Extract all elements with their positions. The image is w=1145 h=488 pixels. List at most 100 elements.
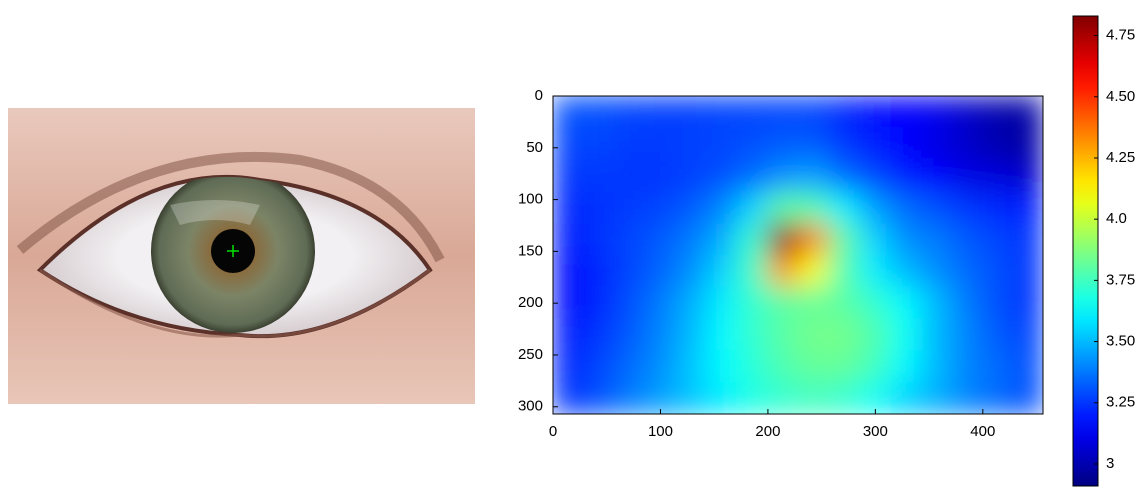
heat-cell: [614, 96, 645, 128]
heat-cell: [645, 255, 676, 287]
heat-cell: [921, 191, 952, 223]
heat-cell: [645, 160, 676, 192]
heat-cell: [859, 255, 890, 287]
heat-cell: [890, 96, 921, 128]
heat-cell: [829, 160, 860, 192]
heat-cell: [1012, 223, 1043, 255]
heat-cell: [584, 255, 615, 287]
heat-cell: [982, 191, 1013, 223]
heat-cell: [553, 255, 584, 287]
heat-cell: [859, 96, 890, 128]
heat-cell: [645, 223, 676, 255]
heat-cell: [737, 287, 768, 319]
y-tick-label: 300: [518, 398, 543, 415]
heat-cell: [706, 287, 737, 319]
heat-cell: [982, 223, 1013, 255]
heat-cell: [553, 319, 584, 351]
heat-cell: [737, 160, 768, 192]
heat-cell: [553, 160, 584, 192]
colorbar-tick-label: 3.75: [1106, 271, 1135, 288]
heat-cell: [584, 128, 615, 160]
colorbar-tick-label: 4.50: [1106, 88, 1135, 105]
heat-cell: [890, 319, 921, 351]
heat-cell: [645, 96, 676, 128]
heat-cell: [584, 96, 615, 128]
heat-cell: [859, 382, 890, 414]
heat-cell: [767, 287, 798, 319]
heat-cell: [614, 223, 645, 255]
heat-cell: [1012, 382, 1043, 414]
heat-cell: [951, 382, 982, 414]
heat-cell: [767, 96, 798, 128]
heat-cell: [982, 255, 1013, 287]
heat-cell: [951, 255, 982, 287]
heat-cell: [767, 223, 798, 255]
heat-cell: [737, 382, 768, 414]
heat-cell: [767, 350, 798, 382]
heat-cell: [737, 223, 768, 255]
heat-cell: [676, 319, 707, 351]
x-tick-label: 300: [863, 423, 888, 440]
heat-cell: [553, 128, 584, 160]
heat-cell: [767, 255, 798, 287]
heat-cell: [829, 96, 860, 128]
heat-cell: [767, 160, 798, 192]
heat-cell: [890, 287, 921, 319]
heat-cell: [645, 350, 676, 382]
heat-cell: [829, 287, 860, 319]
heat-cell: [645, 287, 676, 319]
heat-cell: [614, 160, 645, 192]
heat-cell: [1012, 160, 1043, 192]
heat-cell: [890, 350, 921, 382]
heat-cell: [798, 160, 829, 192]
heat-cell: [951, 287, 982, 319]
heat-cell: [676, 160, 707, 192]
heat-cell: [829, 223, 860, 255]
heat-cell: [921, 128, 952, 160]
heatmap: [553, 96, 1044, 415]
heat-cell: [798, 319, 829, 351]
heat-cell: [982, 382, 1013, 414]
heat-cell: [921, 287, 952, 319]
heat-cell: [982, 160, 1013, 192]
heat-cell: [614, 128, 645, 160]
heat-cell: [676, 255, 707, 287]
heat-cell: [921, 382, 952, 414]
colorbar-tick-label: 3: [1106, 455, 1114, 472]
heat-cell: [645, 191, 676, 223]
heat-cell: [676, 350, 707, 382]
heat-cell: [767, 319, 798, 351]
heat-cell: [676, 191, 707, 223]
heat-cell: [737, 255, 768, 287]
heat-cell: [951, 128, 982, 160]
heat-cell: [890, 255, 921, 287]
heat-cell: [706, 96, 737, 128]
heat-cell: [798, 223, 829, 255]
heat-cell: [859, 287, 890, 319]
heat-cell: [798, 191, 829, 223]
heat-cell: [1012, 96, 1043, 128]
heat-cell: [951, 160, 982, 192]
heat-cell: [553, 223, 584, 255]
colorbar: [1073, 16, 1098, 486]
heat-cell: [921, 160, 952, 192]
heat-cell: [951, 223, 982, 255]
heat-cell: [829, 350, 860, 382]
x-tick-label: 0: [549, 423, 557, 440]
heat-cell: [982, 96, 1013, 128]
heat-cell: [798, 255, 829, 287]
heat-cell: [829, 191, 860, 223]
heat-cell: [706, 223, 737, 255]
heat-cell: [1012, 191, 1043, 223]
heat-cell: [890, 223, 921, 255]
heat-cell: [676, 382, 707, 414]
x-tick-label: 200: [755, 423, 780, 440]
heat-cell: [706, 160, 737, 192]
x-tick-label: 100: [648, 423, 673, 440]
heat-cell: [951, 319, 982, 351]
heat-cell: [584, 382, 615, 414]
heat-cell: [737, 96, 768, 128]
heat-cell: [921, 319, 952, 351]
heat-cell: [921, 255, 952, 287]
heat-cell: [614, 382, 645, 414]
